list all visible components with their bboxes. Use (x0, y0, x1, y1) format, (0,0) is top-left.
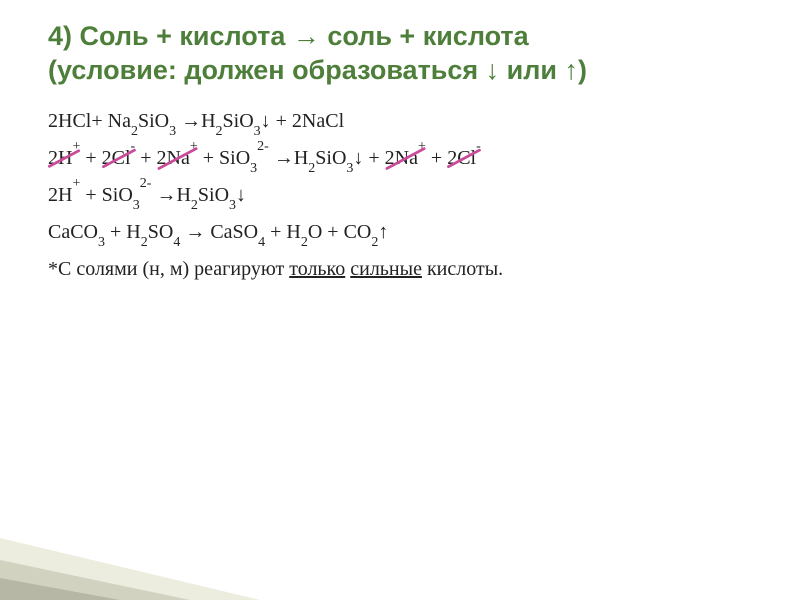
sub: 2 (301, 235, 308, 250)
ion-2na2: 2Na (385, 147, 418, 169)
note-t1: *С солями (н, м) реагируют (48, 258, 289, 280)
net-t1: 2H (48, 184, 72, 206)
sub: 3 (133, 198, 140, 213)
net-t3: →H (151, 184, 190, 206)
eq2-t3: SO (148, 221, 174, 243)
ion-2h: 2H (48, 147, 72, 169)
ion-m2: + (135, 147, 156, 169)
eq2-t6: O + CO (308, 221, 372, 243)
sup: + (72, 176, 80, 191)
footnote: *С солями (н, м) реагируют только сильны… (48, 254, 760, 285)
sup: + (418, 139, 426, 154)
eq1-t2: SiO (138, 110, 169, 132)
sub: 2 (371, 235, 378, 250)
sub: 2 (191, 198, 198, 213)
sub: 3 (169, 124, 176, 139)
sub: 4 (173, 235, 180, 250)
strike-2na1: 2Na+ (157, 143, 198, 174)
sup: + (190, 139, 198, 154)
ion-m5: + (426, 147, 447, 169)
eq2-t5: + H (265, 221, 301, 243)
strike-2cl2: 2Cl- (447, 143, 481, 174)
net-t4: SiO (198, 184, 229, 206)
ion-m1: + (80, 147, 101, 169)
ion-2na1: 2Na (157, 147, 190, 169)
title-line-2: (условие: должен образоваться ↓ или ↑) (48, 55, 587, 85)
ion-arrow: →H (269, 147, 308, 169)
equation-2: CaCO3 + H2SO4 → CaSO4 + H2O + CO2↑ (48, 217, 760, 248)
sub: 4 (258, 235, 265, 250)
note-u1: только (289, 258, 345, 280)
slide-content: 4) Соль + кислота → соль + кислота (усло… (0, 0, 800, 600)
eq1-t4: SiO (223, 110, 254, 132)
sub: 3 (254, 124, 261, 139)
eq1-t1: 2HCl+ Na (48, 110, 131, 132)
sub: 3 (250, 161, 257, 176)
eq2-t7: ↑ (378, 221, 388, 243)
section-title: 4) Соль + кислота → соль + кислота (усло… (48, 20, 760, 88)
net-t5: ↓ (236, 184, 246, 206)
strike-2na2: 2Na+ (385, 143, 426, 174)
sub: 3 (98, 235, 105, 250)
sub: 2 (141, 235, 148, 250)
net-ionic-equation: 2H+ + SiO32- →H2SiO3↓ (48, 180, 760, 211)
ion-2cl: 2Cl (102, 147, 131, 169)
sub: 2 (131, 124, 138, 139)
ionic-equation: 2H+ + 2Cl- + 2Na+ + SiO32- →H2SiO3↓ + 2N… (48, 143, 760, 174)
sub: 2 (308, 161, 315, 176)
sub: 2 (216, 124, 223, 139)
sub: 3 (229, 198, 236, 213)
sup: 2- (140, 176, 152, 191)
ion-m4: + (363, 147, 384, 169)
note-t2: кислоты. (422, 258, 503, 280)
eq2-t2: + H (105, 221, 141, 243)
eq2-t4: → CaSO (180, 221, 258, 243)
ion-sio3: SiO (315, 147, 346, 169)
equation-1: 2HCl+ Na2SiO3 →H2SiO3↓ + 2NaCl (48, 106, 760, 137)
strike-2cl: 2Cl- (102, 143, 136, 174)
eq1-t5: ↓ + 2NaCl (261, 110, 345, 132)
note-u2: сильные (350, 258, 422, 280)
eq1-t3: →H (176, 110, 215, 132)
sup: - (476, 139, 481, 154)
eq2-t1: CaCO (48, 221, 98, 243)
title-line-1: 4) Соль + кислота → соль + кислота (48, 21, 529, 51)
net-t2: + SiO (80, 184, 132, 206)
strike-2h: 2H+ (48, 143, 80, 174)
sub: 3 (346, 161, 353, 176)
sup: - (131, 139, 136, 154)
ion-m3: + SiO (198, 147, 250, 169)
ion-2cl2: 2Cl (447, 147, 476, 169)
sup: + (72, 139, 80, 154)
sup: 2- (257, 139, 269, 154)
ion-down: ↓ (353, 147, 363, 169)
